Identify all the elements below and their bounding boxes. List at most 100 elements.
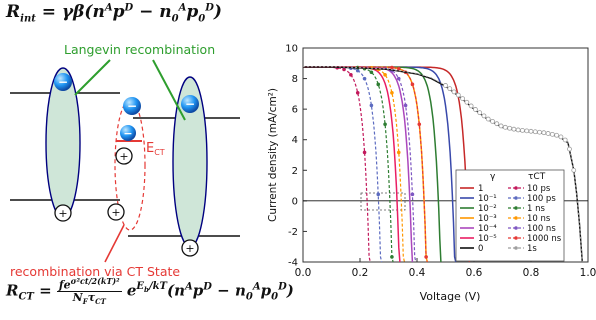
legend-tau-marker [514, 236, 518, 240]
legend-gamma-entry: 10⁻⁵ [478, 234, 497, 244]
marker-tau-1s [520, 127, 525, 133]
y-tick-label: -2 [288, 227, 298, 238]
equation-r-ct: RCT = feσ²ct/2(kT)² NFτCT eEb/kT(nApD − … [6, 276, 294, 306]
marker-tau-1s [464, 99, 470, 105]
legend-tau-marker [514, 216, 518, 220]
marker-tau-1s [460, 96, 466, 101]
marker-tau-1s [567, 146, 572, 152]
ct-ellipse [114, 99, 146, 231]
marker-tau-1s [451, 89, 457, 95]
curve-tau-1s [303, 66, 583, 263]
legend-tau-entry: 10 ns [527, 214, 551, 224]
curve-gamma-5 [303, 66, 401, 263]
legend-tau-marker [514, 206, 518, 210]
y-tick-label: 10 [285, 44, 298, 55]
marker-tau-2 [390, 255, 394, 259]
y-tick-label: 4 [292, 135, 298, 146]
marker-tau-1s [528, 128, 534, 134]
legend-tau-header: τCT [528, 172, 546, 182]
marker-tau-1s [532, 129, 538, 135]
x-tick-label: 0.8 [523, 267, 540, 279]
curve-gamma-4 [303, 66, 414, 263]
marker-tau-1s [524, 128, 530, 134]
marker-tau-5 [417, 122, 422, 127]
x-tick-label: 0.0 [295, 267, 312, 279]
svg-text:−: − [58, 75, 68, 89]
marker-tau-0 [349, 73, 353, 77]
langevin-arrow-right [152, 59, 186, 121]
marker-tau-1s [571, 167, 577, 173]
ct-arrow [104, 224, 125, 263]
hole-right: + [181, 239, 199, 257]
y-tick-label: 6 [292, 105, 298, 116]
hole-ct: + [107, 203, 125, 221]
x-axis-label: Voltage (V) [420, 290, 481, 303]
marker-tau-1s [468, 103, 474, 109]
legend-tau-entry: 100 ps [527, 194, 556, 204]
marker-tau-5 [390, 65, 394, 70]
legend-tau-marker [514, 226, 518, 230]
marker-tau-0 [355, 90, 360, 95]
marker-tau-1 [369, 103, 374, 108]
marker-tau-1s [494, 121, 500, 127]
energy-diagram: ECT − − − − + [10, 42, 240, 279]
legend-tau-entry: 10 ps [527, 184, 551, 194]
ct-label: recombination via CT State [10, 264, 180, 279]
legend-box [455, 169, 565, 262]
marker-tau-3 [396, 150, 401, 155]
marker-tau-1s [554, 132, 560, 138]
equation-r-int: Rint = γβ(nApD − n0Ap0D) [6, 2, 222, 25]
y-tick-label: 0 [292, 196, 298, 207]
marker-tau-1 [362, 76, 367, 81]
legend-gamma-entry: 10⁻⁴ [478, 224, 497, 234]
marker-tau-1s [549, 131, 555, 137]
x-tick-label: 0.6 [466, 267, 483, 279]
hole-ct-upper: + [115, 147, 133, 165]
plot-frame [302, 47, 589, 263]
svg-text:−: − [123, 127, 132, 140]
marker-tau-4 [403, 103, 408, 108]
curve-tau-3 [303, 66, 406, 263]
marker-tau-2 [383, 122, 387, 127]
marker-tau-1s [515, 127, 521, 133]
marker-tau-1 [355, 68, 360, 73]
svg-text:+: + [185, 242, 194, 255]
x-axis: 0.0 0.2 0.4 0.6 0.8 1.0 [295, 258, 596, 279]
electron-ct-lower: − [120, 125, 136, 141]
marker-tau-1s [477, 110, 483, 116]
marker-tau-1s [443, 83, 448, 88]
y-axis-label: Current density (mA/cm²) [267, 88, 279, 222]
svg-text:+: + [119, 150, 128, 163]
marker-tau-4 [410, 192, 415, 197]
legend-gamma-header: γ [490, 172, 496, 182]
electron-right: − [181, 95, 199, 113]
marker-tau-2 [369, 70, 374, 75]
hole-left: + [54, 204, 72, 222]
marker-tau-5 [424, 255, 428, 259]
svg-text:+: + [111, 206, 120, 219]
marker-tau-1s [537, 129, 542, 135]
marker-tau-5 [410, 82, 415, 87]
marker-tau-1s [541, 130, 547, 136]
legend-gamma-entry: 10⁻¹ [478, 194, 497, 204]
legend-tau-entry: 1 ns [527, 204, 545, 214]
marker-tau-1s [558, 134, 564, 140]
x-tick-label: 0.2 [352, 267, 369, 279]
marker-tau-1s [473, 107, 478, 112]
legend-tau-marker [514, 246, 518, 250]
legend-gamma-entry: 1 [478, 184, 483, 194]
langevin-label: Langevin recombination [64, 42, 215, 57]
y-tick-label: -4 [288, 258, 298, 269]
legend-gamma-entry: 10⁻² [478, 204, 497, 214]
legend-tau-entry: 1000 ns [527, 234, 562, 244]
marker-tau-0 [342, 67, 346, 72]
curves [303, 65, 583, 263]
marker-tau-1s [481, 113, 487, 119]
legend-gamma-entry: 10⁻³ [478, 214, 497, 224]
marker-tau-0 [362, 150, 367, 155]
y-tick-label: 2 [292, 166, 298, 177]
electron-ct: − [123, 97, 141, 115]
